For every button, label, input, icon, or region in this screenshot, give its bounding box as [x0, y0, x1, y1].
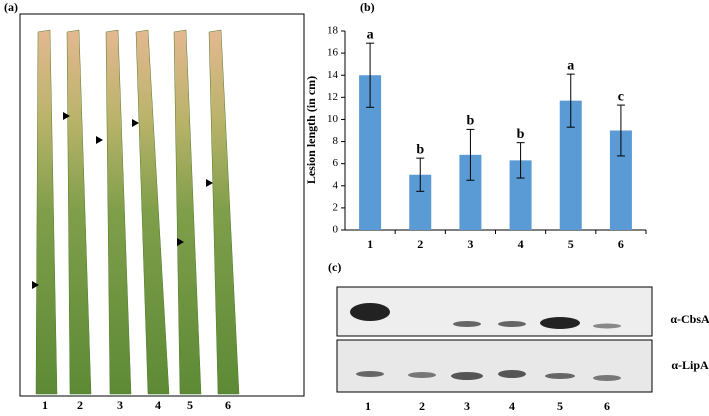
significance-label: a — [367, 27, 374, 42]
y-tick-label: 14 — [327, 69, 339, 81]
y-tick-label: 4 — [333, 179, 339, 191]
arrowhead — [132, 119, 139, 127]
lane-label: 2 — [419, 399, 425, 413]
y-tick-label: 8 — [333, 135, 339, 147]
bar — [359, 75, 382, 230]
bar — [459, 154, 482, 230]
lane-label: 4 — [509, 399, 515, 413]
y-tick-label: 12 — [327, 91, 338, 103]
blot-bands — [350, 303, 621, 381]
lane-label: 2 — [77, 398, 83, 412]
lane-label: 3 — [464, 399, 470, 413]
significance-label: b — [517, 127, 525, 142]
blot — [336, 339, 653, 393]
panel-label: (a) — [4, 0, 18, 14]
y-tick-label: 2 — [333, 201, 339, 213]
arrowhead — [206, 179, 213, 187]
leaf — [208, 29, 240, 395]
panel-label: (c) — [328, 260, 341, 274]
arrowhead — [63, 112, 70, 120]
y-tick-label: 6 — [333, 157, 339, 169]
blot-label: α-CbsA — [670, 312, 709, 326]
lane-label: 6 — [604, 399, 610, 413]
leaf — [35, 29, 58, 395]
arrowhead — [177, 238, 184, 246]
bar — [609, 130, 632, 230]
y-axis-label: Lesion length (in cm) — [304, 76, 318, 184]
x-tick-label: 6 — [618, 237, 624, 251]
x-tick-label: 3 — [467, 237, 473, 251]
significance-label: a — [567, 58, 574, 73]
lane-label: 4 — [155, 398, 161, 412]
x-tick-label: 2 — [417, 237, 423, 251]
lane-label: 1 — [42, 398, 48, 412]
leaf — [135, 29, 170, 395]
leaf-photo — [32, 29, 240, 395]
x-tick-label: 5 — [568, 237, 574, 251]
significance-label: b — [467, 114, 475, 129]
significance-label: b — [416, 142, 424, 157]
leaf — [66, 29, 92, 395]
lane-label: 5 — [557, 399, 563, 413]
leaf — [105, 29, 132, 395]
leaf — [173, 29, 202, 395]
x-tick-label: 4 — [518, 237, 524, 251]
x-tick-label: 1 — [367, 237, 373, 251]
lane-label: 3 — [117, 398, 123, 412]
arrowhead — [96, 136, 103, 144]
lane-label: 5 — [187, 398, 193, 412]
bar — [559, 100, 582, 231]
bar — [409, 174, 432, 230]
bar — [509, 160, 532, 230]
lane-label: 1 — [365, 399, 371, 413]
y-tick-label: 10 — [327, 113, 339, 125]
arrowhead — [32, 281, 39, 289]
y-tick-label: 16 — [327, 47, 339, 59]
significance-label: c — [618, 89, 624, 104]
panel-label: (b) — [360, 0, 375, 14]
y-tick-label: 0 — [333, 224, 339, 236]
lane-label: 6 — [225, 398, 231, 412]
y-tick-label: 18 — [327, 25, 339, 37]
blot-label: α-LipA — [671, 358, 709, 372]
